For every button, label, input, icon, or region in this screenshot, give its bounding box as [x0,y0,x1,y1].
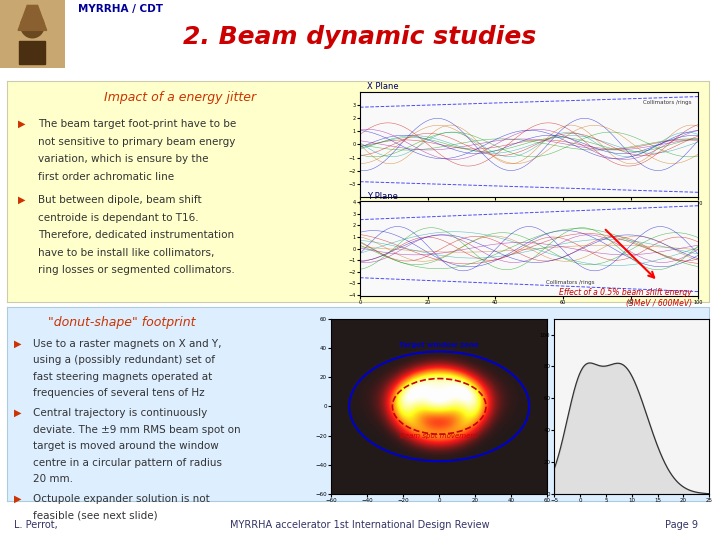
Text: not sensitive to primary beam energy: not sensitive to primary beam energy [38,137,235,147]
Text: Octupole expander solution is not: Octupole expander solution is not [33,494,210,504]
Text: Therefore, dedicated instrumentation: Therefore, dedicated instrumentation [38,230,234,240]
Text: But between dipole, beam shift: But between dipole, beam shift [38,195,202,205]
Text: MYRRHA accelerator 1st International Design Review: MYRRHA accelerator 1st International Des… [230,520,490,530]
Text: Collimators /rings: Collimators /rings [643,100,692,105]
Text: Y Plane: Y Plane [366,192,397,201]
Text: MYRRHA / CDT: MYRRHA / CDT [78,4,163,14]
Bar [19,40,45,64]
Text: centre in a circular pattern of radius: centre in a circular pattern of radius [33,458,222,468]
Text: deviate. The ±9 mm RMS beam spot on: deviate. The ±9 mm RMS beam spot on [33,424,240,435]
Text: ▶: ▶ [14,339,22,349]
Text: have to be install like collimators,: have to be install like collimators, [38,248,215,258]
Text: "donut-shape" footprint: "donut-shape" footprint [48,316,195,329]
Text: using a (possibly redundant) set of: using a (possibly redundant) set of [33,355,215,365]
Text: target is moved around the window: target is moved around the window [33,441,219,451]
Text: ▶: ▶ [14,494,22,504]
Text: L. Perrot,: L. Perrot, [14,520,58,530]
Text: ▶: ▶ [17,195,25,205]
Text: ▶: ▶ [17,119,25,129]
Text: feasible (see next slide): feasible (see next slide) [33,511,158,521]
Text: 20 mm.: 20 mm. [33,474,73,484]
Text: Use to a raster magnets on X and Y,: Use to a raster magnets on X and Y, [33,339,222,349]
Text: frequencies of several tens of Hz: frequencies of several tens of Hz [33,388,204,399]
Text: Beam spot movement: Beam spot movement [400,433,478,438]
Text: ▶: ▶ [14,408,22,418]
Text: Effect of a 0.5% beam shift energy
(3MeV / 600MeV): Effect of a 0.5% beam shift energy (3MeV… [559,288,692,308]
Text: ring losses or segmented collimators.: ring losses or segmented collimators. [38,266,235,275]
Text: variation, which is ensure by the: variation, which is ensure by the [38,154,208,164]
Text: The beam target foot-print have to be: The beam target foot-print have to be [38,119,236,129]
Text: centroide is dependant to T16.: centroide is dependant to T16. [38,213,199,222]
Text: Central trajectory is continuously: Central trajectory is continuously [33,408,207,418]
Text: Collimators /rings: Collimators /rings [546,280,595,285]
Text: 2. Beam dynamic studies: 2. Beam dynamic studies [183,25,536,49]
Text: Target window zone: Target window zone [400,342,479,348]
Text: X Plane: X Plane [366,82,398,91]
Text: first order achromatic line: first order achromatic line [38,172,174,182]
Circle shape [21,14,44,38]
Text: Impact of a energy jitter: Impact of a energy jitter [104,91,256,104]
Polygon shape [18,5,47,30]
Text: Page 9: Page 9 [665,520,698,530]
Text: fast steering magnets operated at: fast steering magnets operated at [33,372,212,382]
